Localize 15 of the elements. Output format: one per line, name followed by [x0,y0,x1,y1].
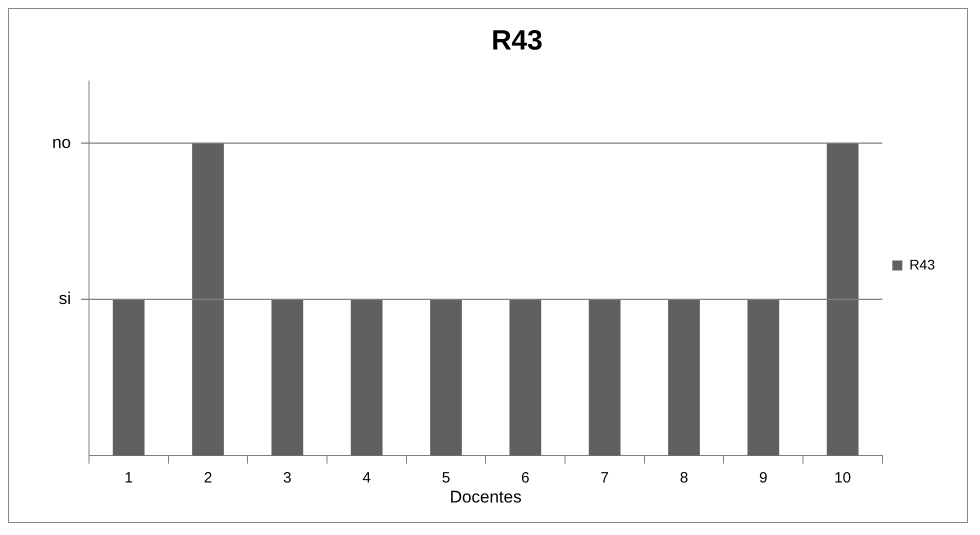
x-tick-label: 9 [759,470,768,487]
x-tick-label: 7 [600,470,609,487]
legend-label: R43 [909,256,936,272]
ref-line-label: si [58,289,71,308]
x-tick-label: 6 [521,470,530,487]
ref-line-label: no [52,132,71,152]
x-tick-label: 2 [204,470,212,487]
x-axis-title: Docentes [450,487,522,506]
x-tick-label: 8 [680,470,688,487]
x-tick-label: 5 [442,470,450,487]
x-tick-label: 10 [834,470,851,487]
x-tick-label: 4 [362,470,371,487]
chart-title: R43 [491,24,543,56]
x-tick-label: 1 [124,470,133,487]
x-tick-label: 3 [283,470,292,487]
